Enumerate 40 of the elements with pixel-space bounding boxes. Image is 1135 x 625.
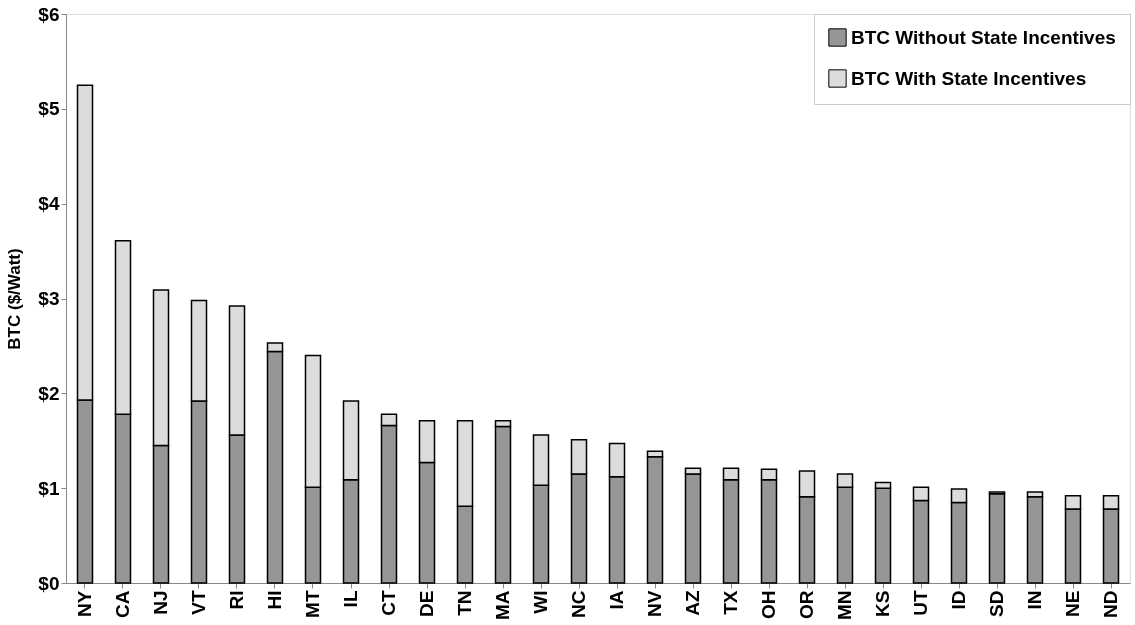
x-tick-label: TX (720, 590, 741, 615)
y-tick-label: $1 (38, 477, 60, 499)
x-tick-label: CT (378, 590, 399, 616)
x-tick-label: RI (226, 590, 247, 610)
x-tick-label: ND (1100, 590, 1121, 618)
x-tick-label: OR (796, 590, 817, 619)
y-tick-label: $5 (38, 98, 60, 120)
x-tick-label: IL (340, 590, 361, 608)
bar (1026, 495, 1044, 584)
x-tick-label: HI (264, 590, 285, 610)
legend-label: BTC With State Incentives (851, 67, 1087, 89)
x-tick-label: NC (568, 590, 589, 618)
legend-label: BTC Without State Incentives (851, 26, 1116, 48)
x-tick-label: KS (872, 590, 893, 617)
x-tick-label: NY (74, 590, 95, 617)
x-tick-label: UT (910, 590, 931, 616)
x-tick-label: MN (834, 590, 855, 621)
x-tick-label: IA (606, 590, 627, 610)
x-tick-label: NJ (150, 590, 171, 615)
x-tick-label: NE (1062, 590, 1083, 617)
x-tick-label: SD (986, 590, 1007, 617)
y-tick-label: $4 (38, 193, 60, 215)
y-axis-title: BTC ($/Watt) (5, 248, 25, 350)
x-tick-label: AZ (682, 590, 703, 616)
x-tick-label: WI (530, 590, 551, 614)
x-tick-label: CA (112, 590, 133, 618)
x-tick-label: IN (1024, 590, 1045, 610)
x-tick-label: MT (302, 590, 323, 618)
y-tick-label: $0 (38, 572, 60, 594)
x-tick-label: TN (454, 590, 475, 616)
x-tick-label: ID (948, 590, 969, 610)
x-tick-label: NV (644, 590, 665, 617)
y-tick-label: $3 (38, 288, 60, 309)
x-tick-label: OH (758, 590, 779, 619)
bar (988, 493, 1006, 584)
x-tick-label: MA (492, 590, 513, 621)
y-tick-label: $6 (38, 3, 60, 25)
x-tick-label: VT (188, 590, 209, 615)
x-tick-label: DE (416, 590, 437, 617)
y-tick-label: $2 (38, 382, 60, 404)
